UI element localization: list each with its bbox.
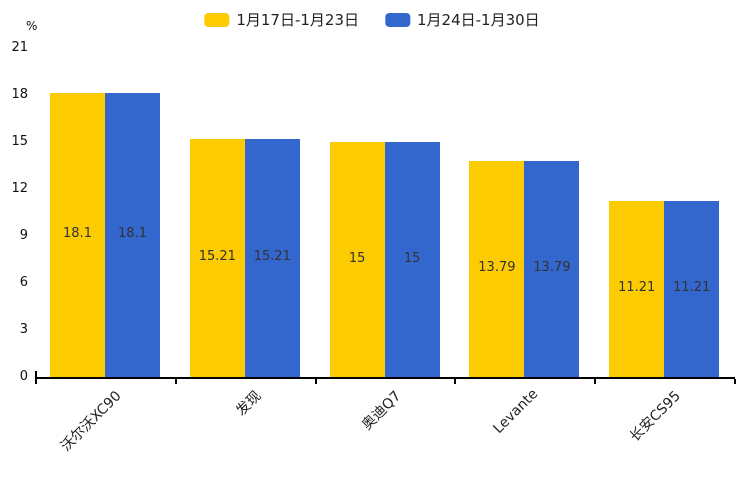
bar-value-label: 11.21 [673,280,711,296]
x-axis-tick [734,379,736,384]
y-axis-tick-label: 0 [19,369,28,384]
bar-value-label: 13.79 [533,259,571,275]
y-axis-tick-label: 6 [19,275,28,290]
bar-value-label: 18.1 [63,226,92,242]
legend-item-series-2[interactable]: 1月24日-1月30日 [385,9,540,30]
legend-item-series-1[interactable]: 1月17日-1月23日 [204,9,359,30]
x-axis-tick [454,379,457,384]
x-axis-category-label: 奥迪Q7 [358,388,404,434]
y-axis-tick-label: 12 [11,181,28,196]
y-axis-tick-label: 3 [19,322,28,337]
bar-series-2-奥迪Q7[interactable] [384,142,440,377]
x-axis-tick [35,379,37,384]
bar-series-2-长安CS95[interactable] [664,201,720,377]
x-axis-category-label: Levante [490,386,542,437]
bar-series-2-发现[interactable] [244,138,300,377]
legend-swatch-icon [385,12,410,27]
x-axis-category-label: 长安CS95 [626,388,684,446]
bar-series-1-奥迪Q7[interactable] [329,142,385,377]
y-axis-tick-label: 9 [19,228,28,243]
bar-series-2-沃尔沃XC90[interactable] [105,93,160,377]
bar-series-1-Levante[interactable] [469,160,525,377]
bar-series-1-长安CS95[interactable] [609,201,665,377]
bar-value-label: 15 [348,250,366,266]
legend: 1月17日-1月23日 1月24日-1月30日 [204,9,540,30]
bar-value-label: 15.21 [198,248,236,264]
bar-series-2-Levante[interactable] [524,160,580,377]
x-axis-tick [174,379,177,384]
bar-value-label: 13.79 [478,259,516,275]
y-axis-unit-label: % [26,19,38,33]
x-axis-category-label: 发现 [233,388,265,420]
y-axis-stub [35,371,37,377]
bar-value-label: 18.1 [118,226,147,242]
bar-value-label: 15.21 [253,248,291,264]
y-axis-tick-label: 15 [11,134,28,149]
x-axis-tick [594,379,597,384]
bar-value-label: 15 [403,250,421,266]
x-axis-category-label: 沃尔沃XC90 [57,388,125,455]
legend-label: 1月24日-1月30日 [417,11,540,29]
bar-value-label: 11.21 [618,280,656,296]
y-axis-tick-label: 21 [11,40,28,55]
legend-label: 1月17日-1月23日 [236,11,359,29]
bar-series-1-发现[interactable] [189,138,245,377]
bar-series-1-沃尔沃XC90[interactable] [50,93,105,377]
legend-swatch-icon [204,12,230,27]
x-axis-tick [314,379,317,384]
x-axis-line [35,377,735,379]
y-axis-tick-label: 18 [11,87,28,102]
